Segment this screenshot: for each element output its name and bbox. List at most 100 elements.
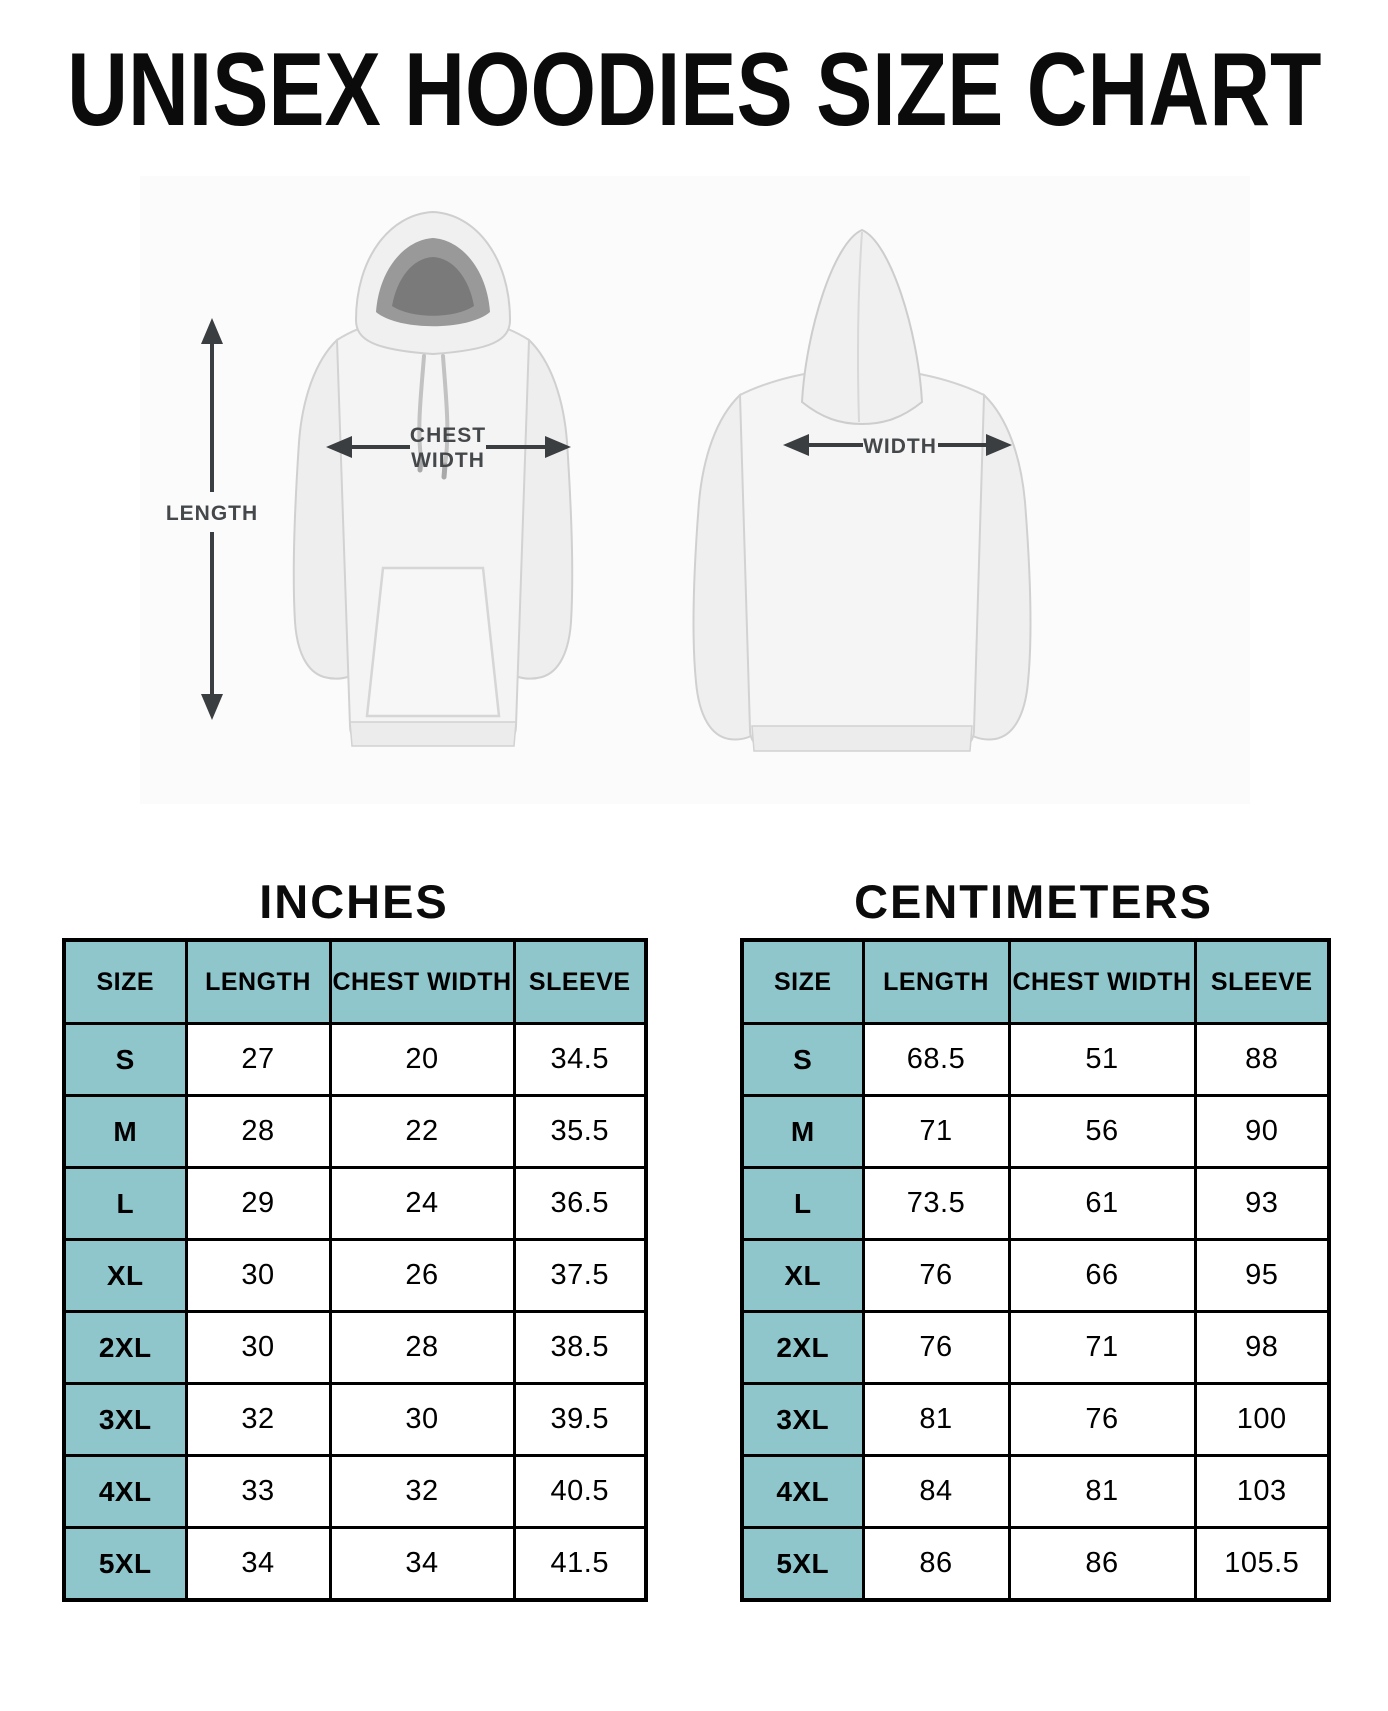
column-header-sleeve: SLEEVE <box>512 938 648 1025</box>
row-size-label: M <box>740 1094 865 1169</box>
cell-length: 34 <box>184 1526 332 1602</box>
length-label: LENGTH <box>166 502 258 525</box>
cell-length: 86 <box>861 1526 1011 1602</box>
column-header-chest-width: CHEST WIDTH <box>328 938 516 1025</box>
cell-length: 76 <box>861 1238 1011 1313</box>
cell-chest-width: 20 <box>328 1022 516 1097</box>
row-size-label: XL <box>62 1238 188 1313</box>
chest-width-label-line1: CHEST <box>410 424 486 447</box>
cell-length: 32 <box>184 1382 332 1457</box>
table-row: XL 76 66 95 <box>740 1238 1331 1313</box>
cell-length: 71 <box>861 1094 1011 1169</box>
row-size-label: 4XL <box>62 1454 188 1529</box>
row-size-label: 5XL <box>740 1526 865 1602</box>
cell-chest-width: 34 <box>328 1526 516 1602</box>
column-header-size: SIZE <box>62 938 188 1025</box>
cell-sleeve: 36.5 <box>512 1166 648 1241</box>
table-row: L 29 24 36.5 <box>62 1166 648 1241</box>
cell-sleeve: 34.5 <box>512 1022 648 1097</box>
cell-length: 29 <box>184 1166 332 1241</box>
table-row: 2XL 30 28 38.5 <box>62 1310 648 1385</box>
cell-length: 84 <box>861 1454 1011 1529</box>
chest-width-arrow <box>326 436 571 458</box>
cell-chest-width: 71 <box>1007 1310 1197 1385</box>
cell-sleeve: 41.5 <box>512 1526 648 1602</box>
cell-sleeve: 103 <box>1193 1454 1331 1529</box>
kangaroo-pocket <box>365 566 501 718</box>
table-row: 3XL 32 30 39.5 <box>62 1382 648 1457</box>
row-size-label: 2XL <box>740 1310 865 1385</box>
column-header-size: SIZE <box>740 938 865 1025</box>
row-size-label: L <box>62 1166 188 1241</box>
row-size-label: 3XL <box>62 1382 188 1457</box>
row-size-label: 4XL <box>740 1454 865 1529</box>
cell-sleeve: 37.5 <box>512 1238 648 1313</box>
cell-chest-width: 56 <box>1007 1094 1197 1169</box>
page-title: UNISEX HOODIES SIZE CHART <box>66 32 1322 148</box>
centimeters-table-title: CENTIMETERS <box>854 875 1213 928</box>
row-size-label: L <box>740 1166 865 1241</box>
column-header-chest-width: CHEST WIDTH <box>1007 938 1197 1025</box>
row-size-label: XL <box>740 1238 865 1313</box>
header-row: SIZE LENGTH CHEST WIDTH SLEEVE <box>62 938 648 1025</box>
table-row: 2XL 76 71 98 <box>740 1310 1331 1385</box>
cell-chest-width: 76 <box>1007 1382 1197 1457</box>
length-arrow <box>201 318 223 720</box>
hoodie-measurement-diagram: LENGTH CHEST WIDTH WIDTH <box>140 176 1250 804</box>
cell-length: 73.5 <box>861 1166 1011 1241</box>
cell-chest-width: 32 <box>328 1454 516 1529</box>
cell-sleeve: 88 <box>1193 1022 1331 1097</box>
centimeters-size-table: SIZE LENGTH CHEST WIDTH SLEEVE S 68.5 51… <box>740 938 1331 1602</box>
table-row: S 68.5 51 88 <box>740 1022 1331 1097</box>
table-row: 4XL 84 81 103 <box>740 1454 1331 1529</box>
hoodie-front-illustration <box>292 210 574 747</box>
table-row: 5XL 34 34 41.5 <box>62 1526 648 1602</box>
table-row: 4XL 33 32 40.5 <box>62 1454 648 1529</box>
row-size-label: M <box>62 1094 188 1169</box>
cell-length: 28 <box>184 1094 332 1169</box>
column-header-length: LENGTH <box>184 938 332 1025</box>
cell-sleeve: 38.5 <box>512 1310 648 1385</box>
cell-length: 30 <box>184 1238 332 1313</box>
table-row: S 27 20 34.5 <box>62 1022 648 1097</box>
cell-sleeve: 105.5 <box>1193 1526 1331 1602</box>
inches-table-title: INCHES <box>259 875 449 928</box>
table-row: 5XL 86 86 105.5 <box>740 1526 1331 1602</box>
inches-size-table: SIZE LENGTH CHEST WIDTH SLEEVE S 27 20 3… <box>62 938 648 1602</box>
table-row: 3XL 81 76 100 <box>740 1382 1331 1457</box>
row-size-label: 3XL <box>740 1382 865 1457</box>
chest-width-label-line2: WIDTH <box>411 449 485 472</box>
cell-chest-width: 61 <box>1007 1166 1197 1241</box>
cell-sleeve: 90 <box>1193 1094 1331 1169</box>
column-header-sleeve: SLEEVE <box>1193 938 1331 1025</box>
hood-back <box>800 228 924 426</box>
cell-chest-width: 24 <box>328 1166 516 1241</box>
page-title-wrap: UNISEX HOODIES SIZE CHART <box>0 38 1388 142</box>
header-row: SIZE LENGTH CHEST WIDTH SLEEVE <box>740 938 1331 1025</box>
width-label: WIDTH <box>863 435 937 458</box>
cell-chest-width: 81 <box>1007 1454 1197 1529</box>
cell-length: 68.5 <box>861 1022 1011 1097</box>
hoodie-back-illustration <box>692 228 1032 752</box>
cell-length: 76 <box>861 1310 1011 1385</box>
cell-sleeve: 93 <box>1193 1166 1331 1241</box>
cell-sleeve: 40.5 <box>512 1454 648 1529</box>
cell-sleeve: 39.5 <box>512 1382 648 1457</box>
table-row: M 28 22 35.5 <box>62 1094 648 1169</box>
drawstring-left <box>417 354 426 460</box>
table-row: M 71 56 90 <box>740 1094 1331 1169</box>
drawstring-right <box>441 354 450 467</box>
cell-sleeve: 98 <box>1193 1310 1331 1385</box>
cell-length: 27 <box>184 1022 332 1097</box>
table-row: XL 30 26 37.5 <box>62 1238 648 1313</box>
table-row: L 73.5 61 93 <box>740 1166 1331 1241</box>
cell-sleeve: 95 <box>1193 1238 1331 1313</box>
cell-sleeve: 100 <box>1193 1382 1331 1457</box>
cell-chest-width: 26 <box>328 1238 516 1313</box>
cell-length: 30 <box>184 1310 332 1385</box>
cell-chest-width: 51 <box>1007 1022 1197 1097</box>
cell-length: 81 <box>861 1382 1011 1457</box>
cell-chest-width: 22 <box>328 1094 516 1169</box>
row-size-label: 2XL <box>62 1310 188 1385</box>
